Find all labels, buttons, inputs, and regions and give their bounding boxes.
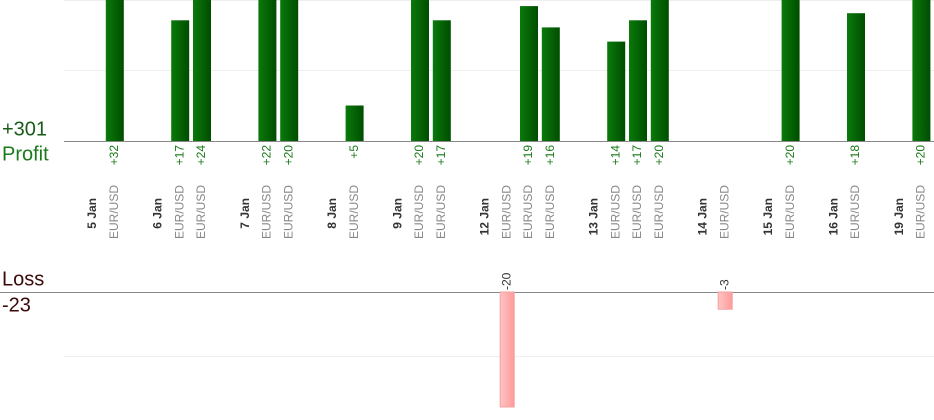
- date-label: 13 Jan: [587, 198, 601, 235]
- date-label: 19 Jan: [892, 198, 906, 235]
- profit-bar: [629, 20, 647, 141]
- value-label: +20: [914, 145, 928, 166]
- profit-bar: [650, 0, 669, 141]
- pair-label: EUR/USD: [783, 185, 797, 239]
- profit-bar: [607, 41, 626, 141]
- pair-label: EUR/USD: [914, 185, 928, 239]
- value-label: +17: [172, 145, 186, 166]
- date-label: 9 Jan: [390, 198, 404, 229]
- pair-label: EUR/USD: [260, 185, 274, 239]
- value-label: +16: [543, 145, 557, 166]
- profit-bar: [781, 0, 800, 141]
- date-label: 7 Jan: [238, 198, 252, 229]
- profit-bar: [345, 105, 364, 141]
- pair-label: EUR/USD: [412, 185, 426, 239]
- profit-bar: [847, 13, 865, 142]
- pair-label: EUR/USD: [172, 185, 186, 239]
- profit-bar: [171, 20, 190, 141]
- pair-label: EUR/USD: [194, 185, 208, 239]
- pair-label: EUR/USD: [848, 185, 862, 239]
- date-label: 16 Jan: [826, 198, 840, 235]
- pair-label: EUR/USD: [543, 185, 557, 239]
- loss-label: Loss: [2, 268, 44, 290]
- value-label: +20: [281, 145, 295, 166]
- profit-bar: [912, 0, 931, 141]
- loss-bar: [717, 291, 733, 310]
- date-label: 15 Jan: [761, 198, 775, 235]
- date-label: 5 Jan: [85, 198, 99, 229]
- date-label: 6 Jan: [151, 198, 165, 229]
- profit-bar: [541, 27, 560, 141]
- value-label: +14: [608, 145, 622, 166]
- value-label: +19: [521, 145, 535, 166]
- value-label: +17: [630, 145, 644, 166]
- pair-label: EUR/USD: [107, 185, 121, 239]
- value-label: +18: [848, 145, 862, 166]
- profit-total: +301: [2, 118, 47, 140]
- value-label: +20: [783, 145, 797, 166]
- value-label: +20: [652, 145, 666, 166]
- pair-label: EUR/USD: [434, 185, 448, 239]
- profit-bar: [432, 20, 451, 141]
- value-label: +32: [107, 145, 121, 166]
- pair-label: EUR/USD: [521, 185, 535, 239]
- value-label: +17: [434, 145, 448, 166]
- pair-label: EUR/USD: [652, 185, 666, 239]
- profit-label: Profit: [2, 143, 49, 165]
- pair-label: EUR/USD: [281, 185, 295, 239]
- profit-bar: [520, 6, 538, 141]
- value-label: +5: [347, 145, 361, 159]
- pair-label: EUR/USD: [630, 185, 644, 239]
- profit-bar: [280, 0, 299, 141]
- date-label: 8 Jan: [325, 198, 339, 229]
- profit-bar: [105, 0, 124, 141]
- date-label: 12 Jan: [478, 198, 492, 235]
- value-label: -3: [717, 279, 731, 290]
- value-label: +24: [194, 145, 208, 166]
- value-label: +22: [260, 145, 274, 166]
- value-label: -20: [499, 272, 513, 290]
- profit-bar: [193, 0, 211, 141]
- pair-label: EUR/USD: [608, 185, 622, 239]
- pair-label: EUR/USD: [499, 185, 513, 239]
- loss-bar: [499, 291, 515, 408]
- pair-label: EUR/USD: [717, 185, 731, 239]
- value-label: +20: [412, 145, 426, 166]
- pair-label: EUR/USD: [347, 185, 361, 239]
- date-label: 14 Jan: [696, 198, 710, 235]
- loss-total: -23: [2, 294, 31, 316]
- profit-bar: [258, 0, 277, 141]
- profit-bar: [411, 0, 429, 141]
